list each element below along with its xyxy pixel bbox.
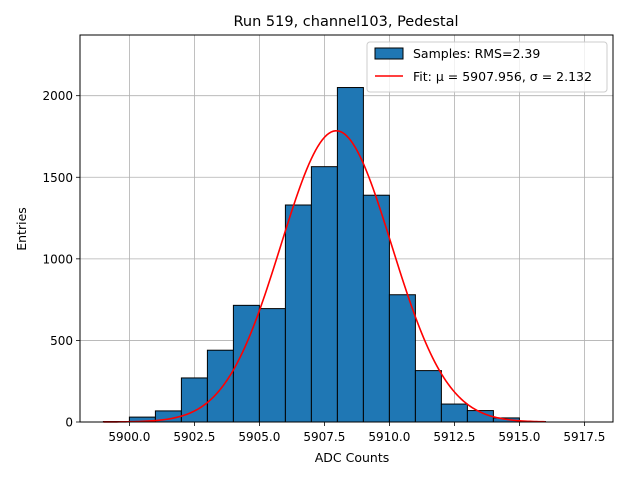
legend-box	[366, 41, 608, 93]
x-tick-label: 5900.0	[108, 430, 150, 444]
histogram-bar	[284, 204, 312, 423]
histogram-bar	[336, 87, 364, 423]
x-tick-label: 5912.5	[433, 430, 475, 444]
histogram-bar	[414, 370, 442, 423]
x-tick-label: 5907.5	[303, 430, 345, 444]
histogram-bar	[206, 349, 234, 423]
x-tick-label: 5915.0	[498, 430, 540, 444]
x-axis-label: ADC Counts	[315, 450, 390, 465]
plot-frame	[79, 34, 614, 423]
legend-histogram-swatch	[374, 47, 404, 60]
y-tick-label: 0	[65, 416, 73, 430]
y-tick-label: 2000	[42, 89, 73, 103]
legend: Samples: RMS=2.39 Fit: μ = 5907.956, σ =…	[366, 41, 608, 93]
y-tick-label: 1000	[42, 252, 73, 266]
x-axis-ticks: 5900.0 5902.5 5905.0 5907.5 5910.0 5912.5 5915…	[108, 422, 605, 444]
y-tick-label: 1500	[42, 171, 73, 185]
y-axis-label: Entries	[14, 207, 29, 251]
legend-fit-label: Fit: μ = 5907.956, σ = 2.132	[413, 69, 592, 84]
y-axis-ticks: 0 500 1000 1500 2000	[42, 89, 80, 430]
histogram-bar	[310, 166, 338, 423]
x-tick-label: 5910.0	[368, 430, 410, 444]
legend-histogram-label: Samples: RMS=2.39	[413, 46, 540, 61]
x-tick-label: 5917.5	[563, 430, 605, 444]
histogram-bar	[258, 308, 286, 423]
histogram-bar	[440, 403, 468, 423]
x-tick-label: 5905.0	[238, 430, 280, 444]
x-tick-label: 5902.5	[173, 430, 215, 444]
fit-curve	[103, 129, 546, 423]
histogram-bar	[388, 294, 416, 423]
y-tick-label: 500	[50, 334, 73, 348]
histogram-bar	[362, 194, 390, 423]
chart-title: Run 519, channel103, Pedestal	[233, 14, 458, 30]
